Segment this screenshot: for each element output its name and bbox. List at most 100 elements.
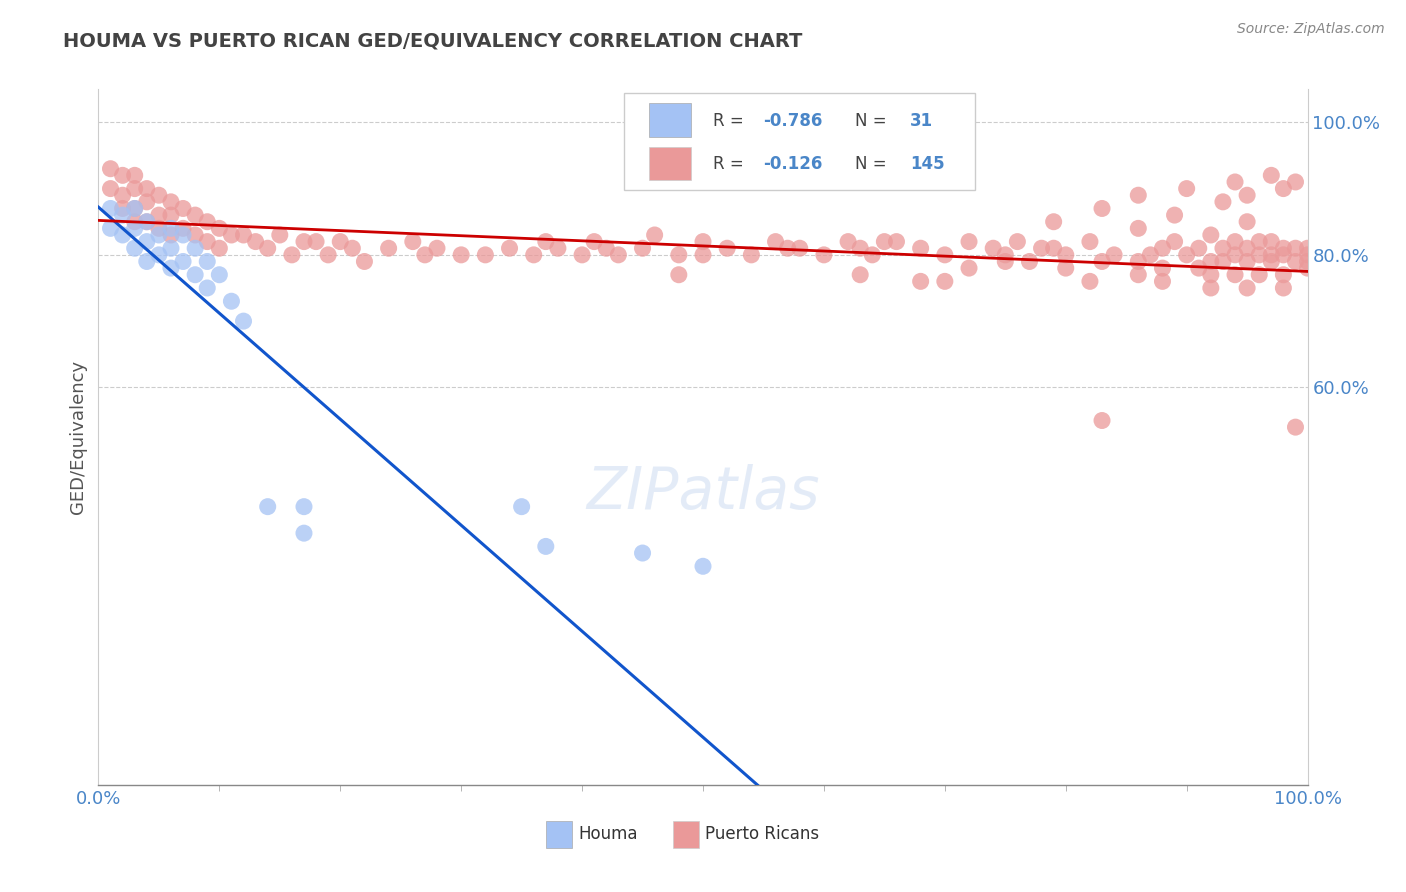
Point <box>910 241 932 255</box>
Point <box>124 241 146 255</box>
Bar <box>672 822 699 847</box>
Point <box>1175 248 1198 262</box>
Point <box>1054 261 1077 276</box>
Text: Houma: Houma <box>578 825 638 843</box>
Point <box>474 248 496 262</box>
Point <box>1091 413 1114 427</box>
Point <box>1199 254 1222 268</box>
Point <box>124 181 146 195</box>
Point <box>292 500 315 514</box>
Text: N =: N = <box>855 112 893 130</box>
Point <box>740 248 762 262</box>
Point <box>1249 248 1271 262</box>
Point <box>1128 188 1150 202</box>
Text: R =: R = <box>713 112 748 130</box>
Text: 145: 145 <box>910 155 945 173</box>
Point <box>221 294 243 309</box>
Point <box>1296 248 1319 262</box>
Point <box>957 261 980 276</box>
Point <box>135 215 157 229</box>
Point <box>184 268 207 282</box>
Point <box>124 202 146 216</box>
Y-axis label: GED/Equivalency: GED/Equivalency <box>69 360 87 514</box>
Point <box>849 268 872 282</box>
Point <box>1188 241 1211 255</box>
Bar <box>648 147 690 180</box>
Point <box>1223 235 1246 249</box>
Point <box>837 235 859 249</box>
Bar <box>648 103 690 136</box>
Point <box>510 500 533 514</box>
Point <box>1163 208 1185 222</box>
Point <box>245 235 267 249</box>
Point <box>377 241 399 255</box>
Point <box>1007 235 1029 249</box>
Point <box>1042 215 1064 229</box>
Point <box>172 227 194 242</box>
Point <box>353 254 375 268</box>
Point <box>195 235 218 249</box>
Point <box>135 215 157 229</box>
Point <box>160 241 183 255</box>
Point <box>1272 281 1295 295</box>
Point <box>148 248 170 262</box>
Point <box>184 241 207 255</box>
Point <box>232 227 254 242</box>
Point <box>1284 175 1306 189</box>
Point <box>716 241 738 255</box>
Point <box>1272 248 1295 262</box>
Point <box>583 235 606 249</box>
Point <box>1272 181 1295 195</box>
Point <box>849 241 872 255</box>
Point <box>208 221 231 235</box>
Point <box>148 221 170 235</box>
Point <box>1128 221 1150 235</box>
Point <box>148 188 170 202</box>
Point <box>184 208 207 222</box>
Point <box>1249 268 1271 282</box>
Point <box>934 274 956 288</box>
Point <box>692 235 714 249</box>
Point <box>124 215 146 229</box>
Point <box>1139 248 1161 262</box>
Point <box>1091 254 1114 268</box>
Point <box>547 241 569 255</box>
Point <box>1223 175 1246 189</box>
Point <box>221 227 243 242</box>
Point <box>1199 268 1222 282</box>
Point <box>886 235 908 249</box>
Point <box>256 500 278 514</box>
Point <box>1152 241 1174 255</box>
Point <box>256 241 278 255</box>
Point <box>1260 169 1282 183</box>
Text: -0.126: -0.126 <box>763 155 823 173</box>
Point <box>172 202 194 216</box>
Point <box>523 248 546 262</box>
Point <box>534 540 557 554</box>
Point <box>1284 420 1306 434</box>
Text: Puerto Ricans: Puerto Ricans <box>706 825 820 843</box>
Point <box>160 227 183 242</box>
Point <box>1128 254 1150 268</box>
Point <box>1152 261 1174 276</box>
Point <box>1091 202 1114 216</box>
Point <box>124 221 146 235</box>
Point <box>994 254 1017 268</box>
Text: HOUMA VS PUERTO RICAN GED/EQUIVALENCY CORRELATION CHART: HOUMA VS PUERTO RICAN GED/EQUIVALENCY CO… <box>63 31 803 50</box>
Point <box>135 194 157 209</box>
Point <box>1236 188 1258 202</box>
Point <box>776 241 799 255</box>
Point <box>498 241 520 255</box>
Point <box>934 248 956 262</box>
Point <box>644 227 666 242</box>
Point <box>1199 227 1222 242</box>
FancyBboxPatch shape <box>624 93 976 190</box>
Point <box>148 227 170 242</box>
Point <box>1296 241 1319 255</box>
Point <box>1199 281 1222 295</box>
Point <box>957 235 980 249</box>
Point <box>1018 254 1040 268</box>
Point <box>172 254 194 268</box>
Point <box>1236 281 1258 295</box>
Point <box>135 181 157 195</box>
